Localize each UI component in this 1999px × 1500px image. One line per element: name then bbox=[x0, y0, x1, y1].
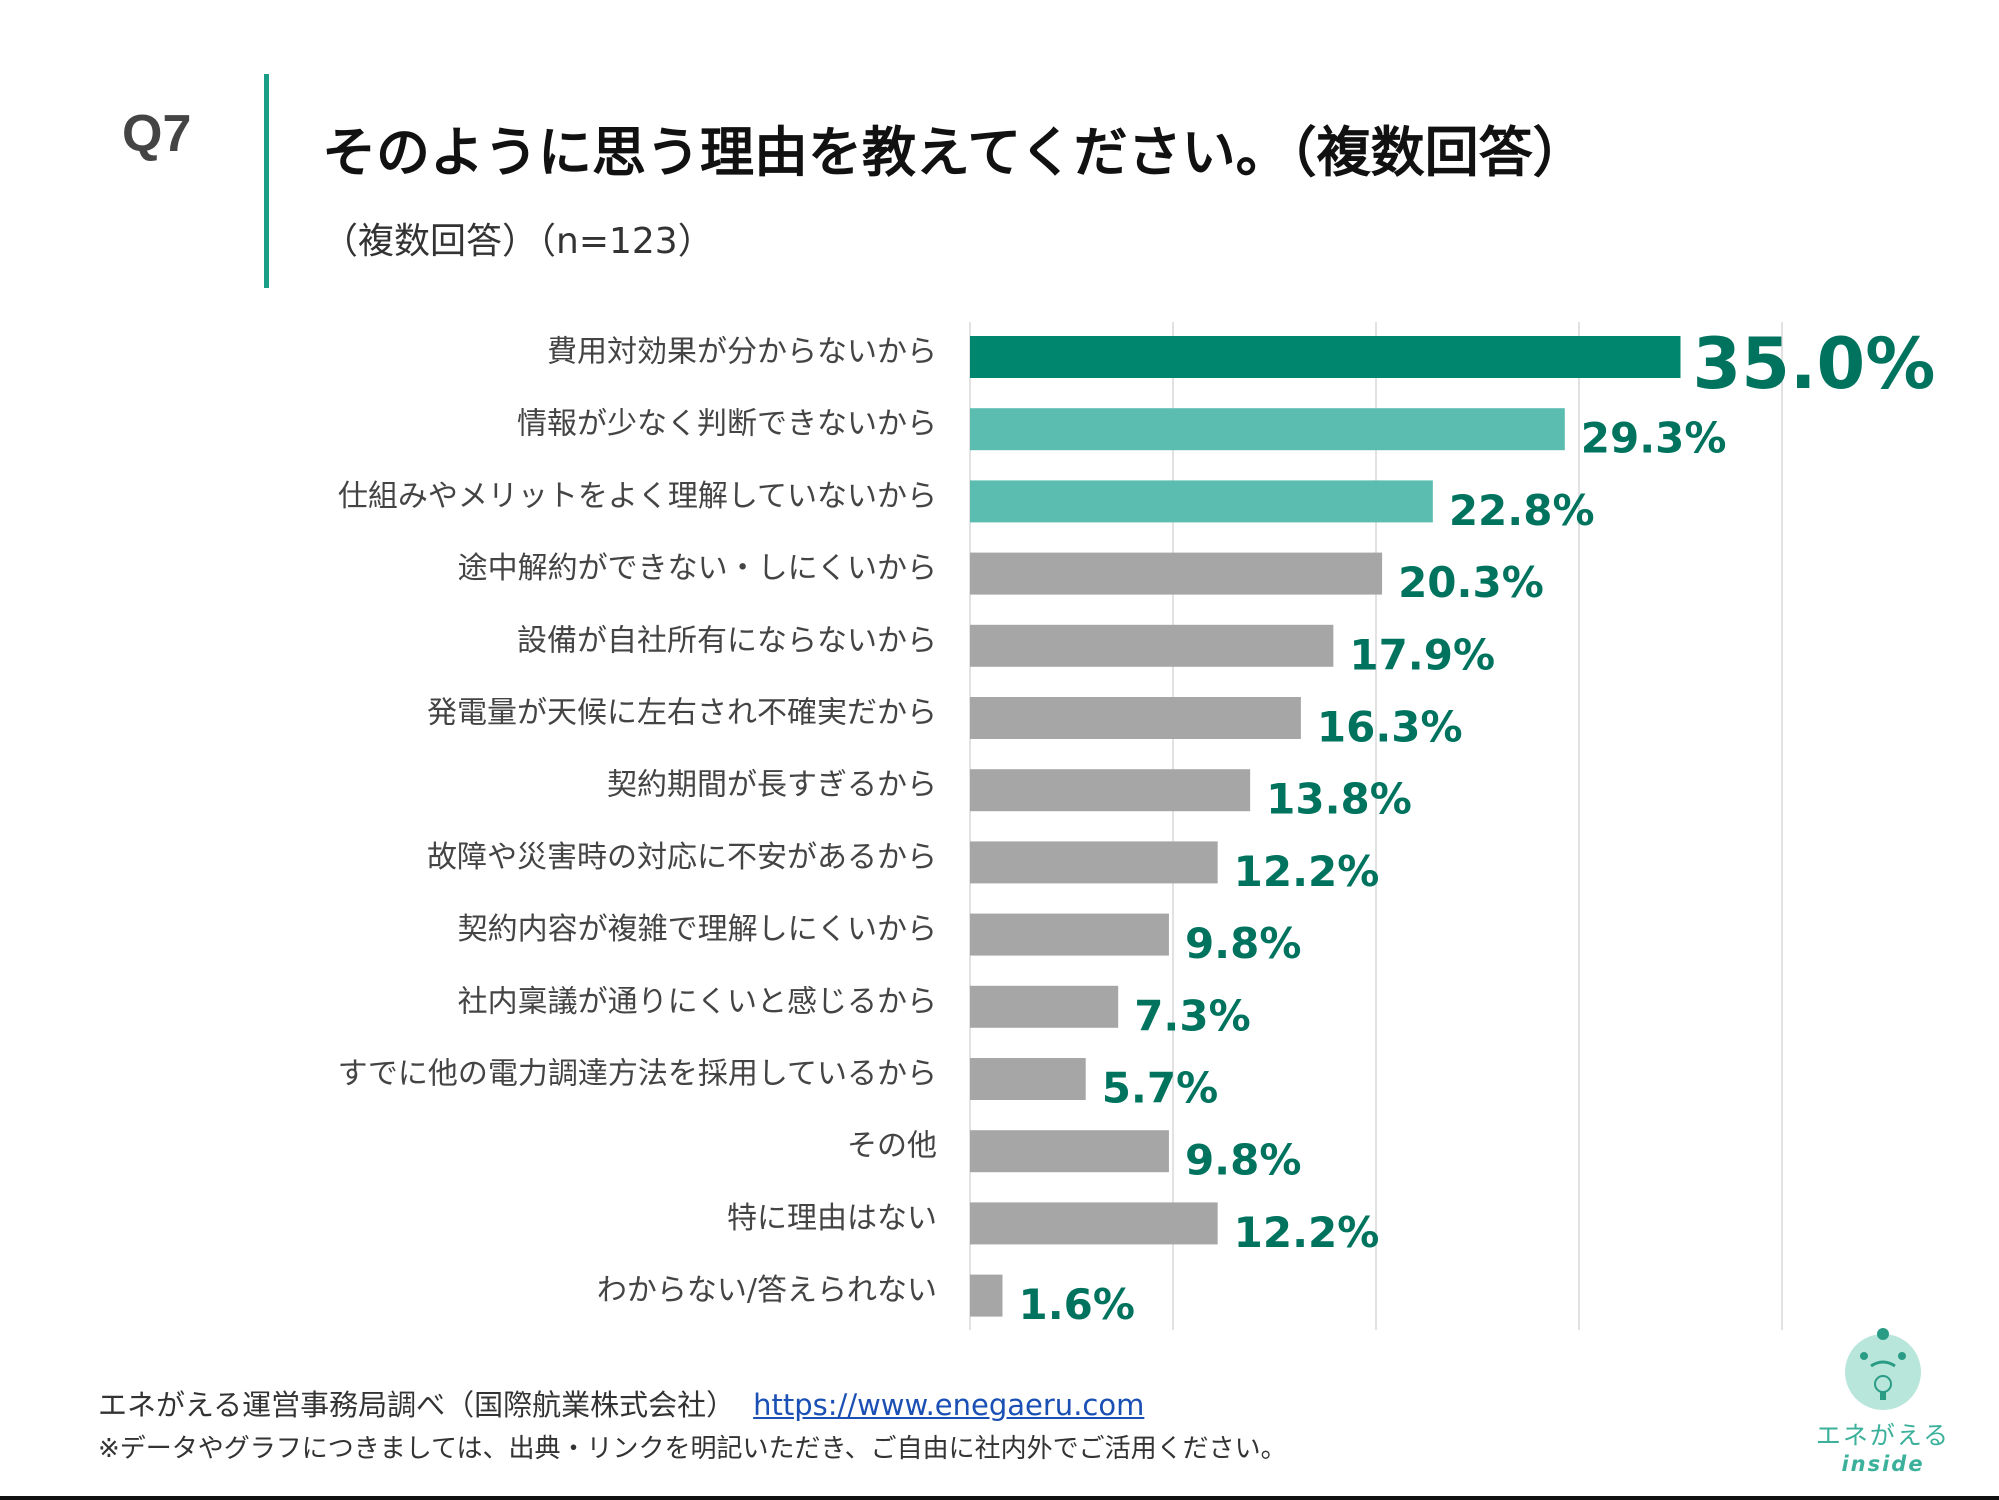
bar bbox=[970, 697, 1301, 739]
source-line: エネがえる運営事務局調べ（国際航業株式会社） https://www.enegae… bbox=[98, 1382, 1144, 1424]
source-link[interactable]: https://www.enegaeru.com bbox=[753, 1388, 1145, 1422]
category-label: 契約期間が長すぎるから bbox=[607, 768, 937, 803]
data-label: 7.3% bbox=[1134, 991, 1250, 1040]
data-label: 35.0% bbox=[1693, 323, 1936, 405]
category-label: 設備が自社所有にならないから bbox=[517, 623, 937, 658]
data-label: 1.6% bbox=[1018, 1280, 1134, 1329]
logo-text: エネがえる bbox=[1815, 1421, 1951, 1450]
data-label: 9.8% bbox=[1185, 1136, 1301, 1185]
category-label: 情報が少なく判断できないから bbox=[517, 407, 937, 442]
category-label: 故障や災害時の対応に不安があるから bbox=[427, 840, 937, 875]
category-label: 社内稟議が通りにくいと感じるから bbox=[458, 984, 937, 1019]
bar bbox=[970, 769, 1251, 812]
enegaeru-logo: エネがえる inside bbox=[1808, 1322, 1958, 1476]
usage-note: ※データやグラフにつきましては、出典・リンクを明記いただき、ご自由に社内外でご活… bbox=[98, 1434, 1287, 1464]
bar-chart: 費用対効果が分からないから 35.0% 情報が少なく判断できないから 29.3% 仕組み… bbox=[338, 322, 1936, 1330]
category-label: 途中解約ができない・しにくいから bbox=[458, 551, 937, 586]
bar bbox=[970, 1058, 1086, 1100]
data-label: 13.8% bbox=[1266, 775, 1412, 824]
page-title: そのように思う理由を教えてください。（複数回答） bbox=[322, 121, 1587, 184]
data-label: 29.3% bbox=[1581, 414, 1727, 463]
data-label: 20.3% bbox=[1398, 558, 1544, 607]
bar bbox=[970, 1130, 1169, 1173]
accent-divider bbox=[264, 74, 269, 288]
data-label: 5.7% bbox=[1102, 1064, 1218, 1113]
category-label: すでに他の電力調達方法を採用しているから bbox=[338, 1057, 937, 1092]
category-label: 契約内容が複雑で理解しにくいから bbox=[458, 912, 937, 947]
data-label: 9.8% bbox=[1185, 919, 1301, 968]
category-label: わからない/答えられない bbox=[597, 1273, 937, 1308]
category-label: 仕組みやメリットをよく理解していないから bbox=[338, 479, 937, 514]
data-label: 12.2% bbox=[1234, 847, 1380, 896]
question-number: Q7 bbox=[122, 105, 192, 163]
bar bbox=[970, 408, 1565, 451]
data-label: 12.2% bbox=[1234, 1208, 1380, 1257]
bar bbox=[970, 985, 1119, 1028]
bar bbox=[970, 913, 1169, 956]
data-label: 22.8% bbox=[1449, 486, 1595, 535]
bar bbox=[970, 480, 1433, 523]
data-label: 16.3% bbox=[1317, 703, 1463, 752]
category-label: 特に理由はない bbox=[727, 1201, 937, 1236]
logo-subtext: inside bbox=[1841, 1452, 1925, 1476]
bar bbox=[970, 552, 1383, 595]
mascot-icon bbox=[1845, 1328, 1921, 1410]
source-text: エネがえる運営事務局調べ（国際航業株式会社） bbox=[98, 1388, 736, 1422]
category-label: 発電量が天候に左右され不確実だから bbox=[427, 696, 937, 731]
subtitle: （複数回答）（n=123） bbox=[322, 221, 714, 262]
bar bbox=[970, 1274, 1003, 1317]
bottom-border bbox=[0, 1496, 1999, 1500]
category-label: その他 bbox=[847, 1129, 937, 1164]
bar bbox=[970, 841, 1218, 884]
data-label: 17.9% bbox=[1349, 630, 1495, 679]
bar bbox=[970, 336, 1681, 378]
bar bbox=[970, 624, 1334, 667]
bar bbox=[970, 1202, 1218, 1245]
category-label: 費用対効果が分からないから bbox=[547, 335, 937, 370]
